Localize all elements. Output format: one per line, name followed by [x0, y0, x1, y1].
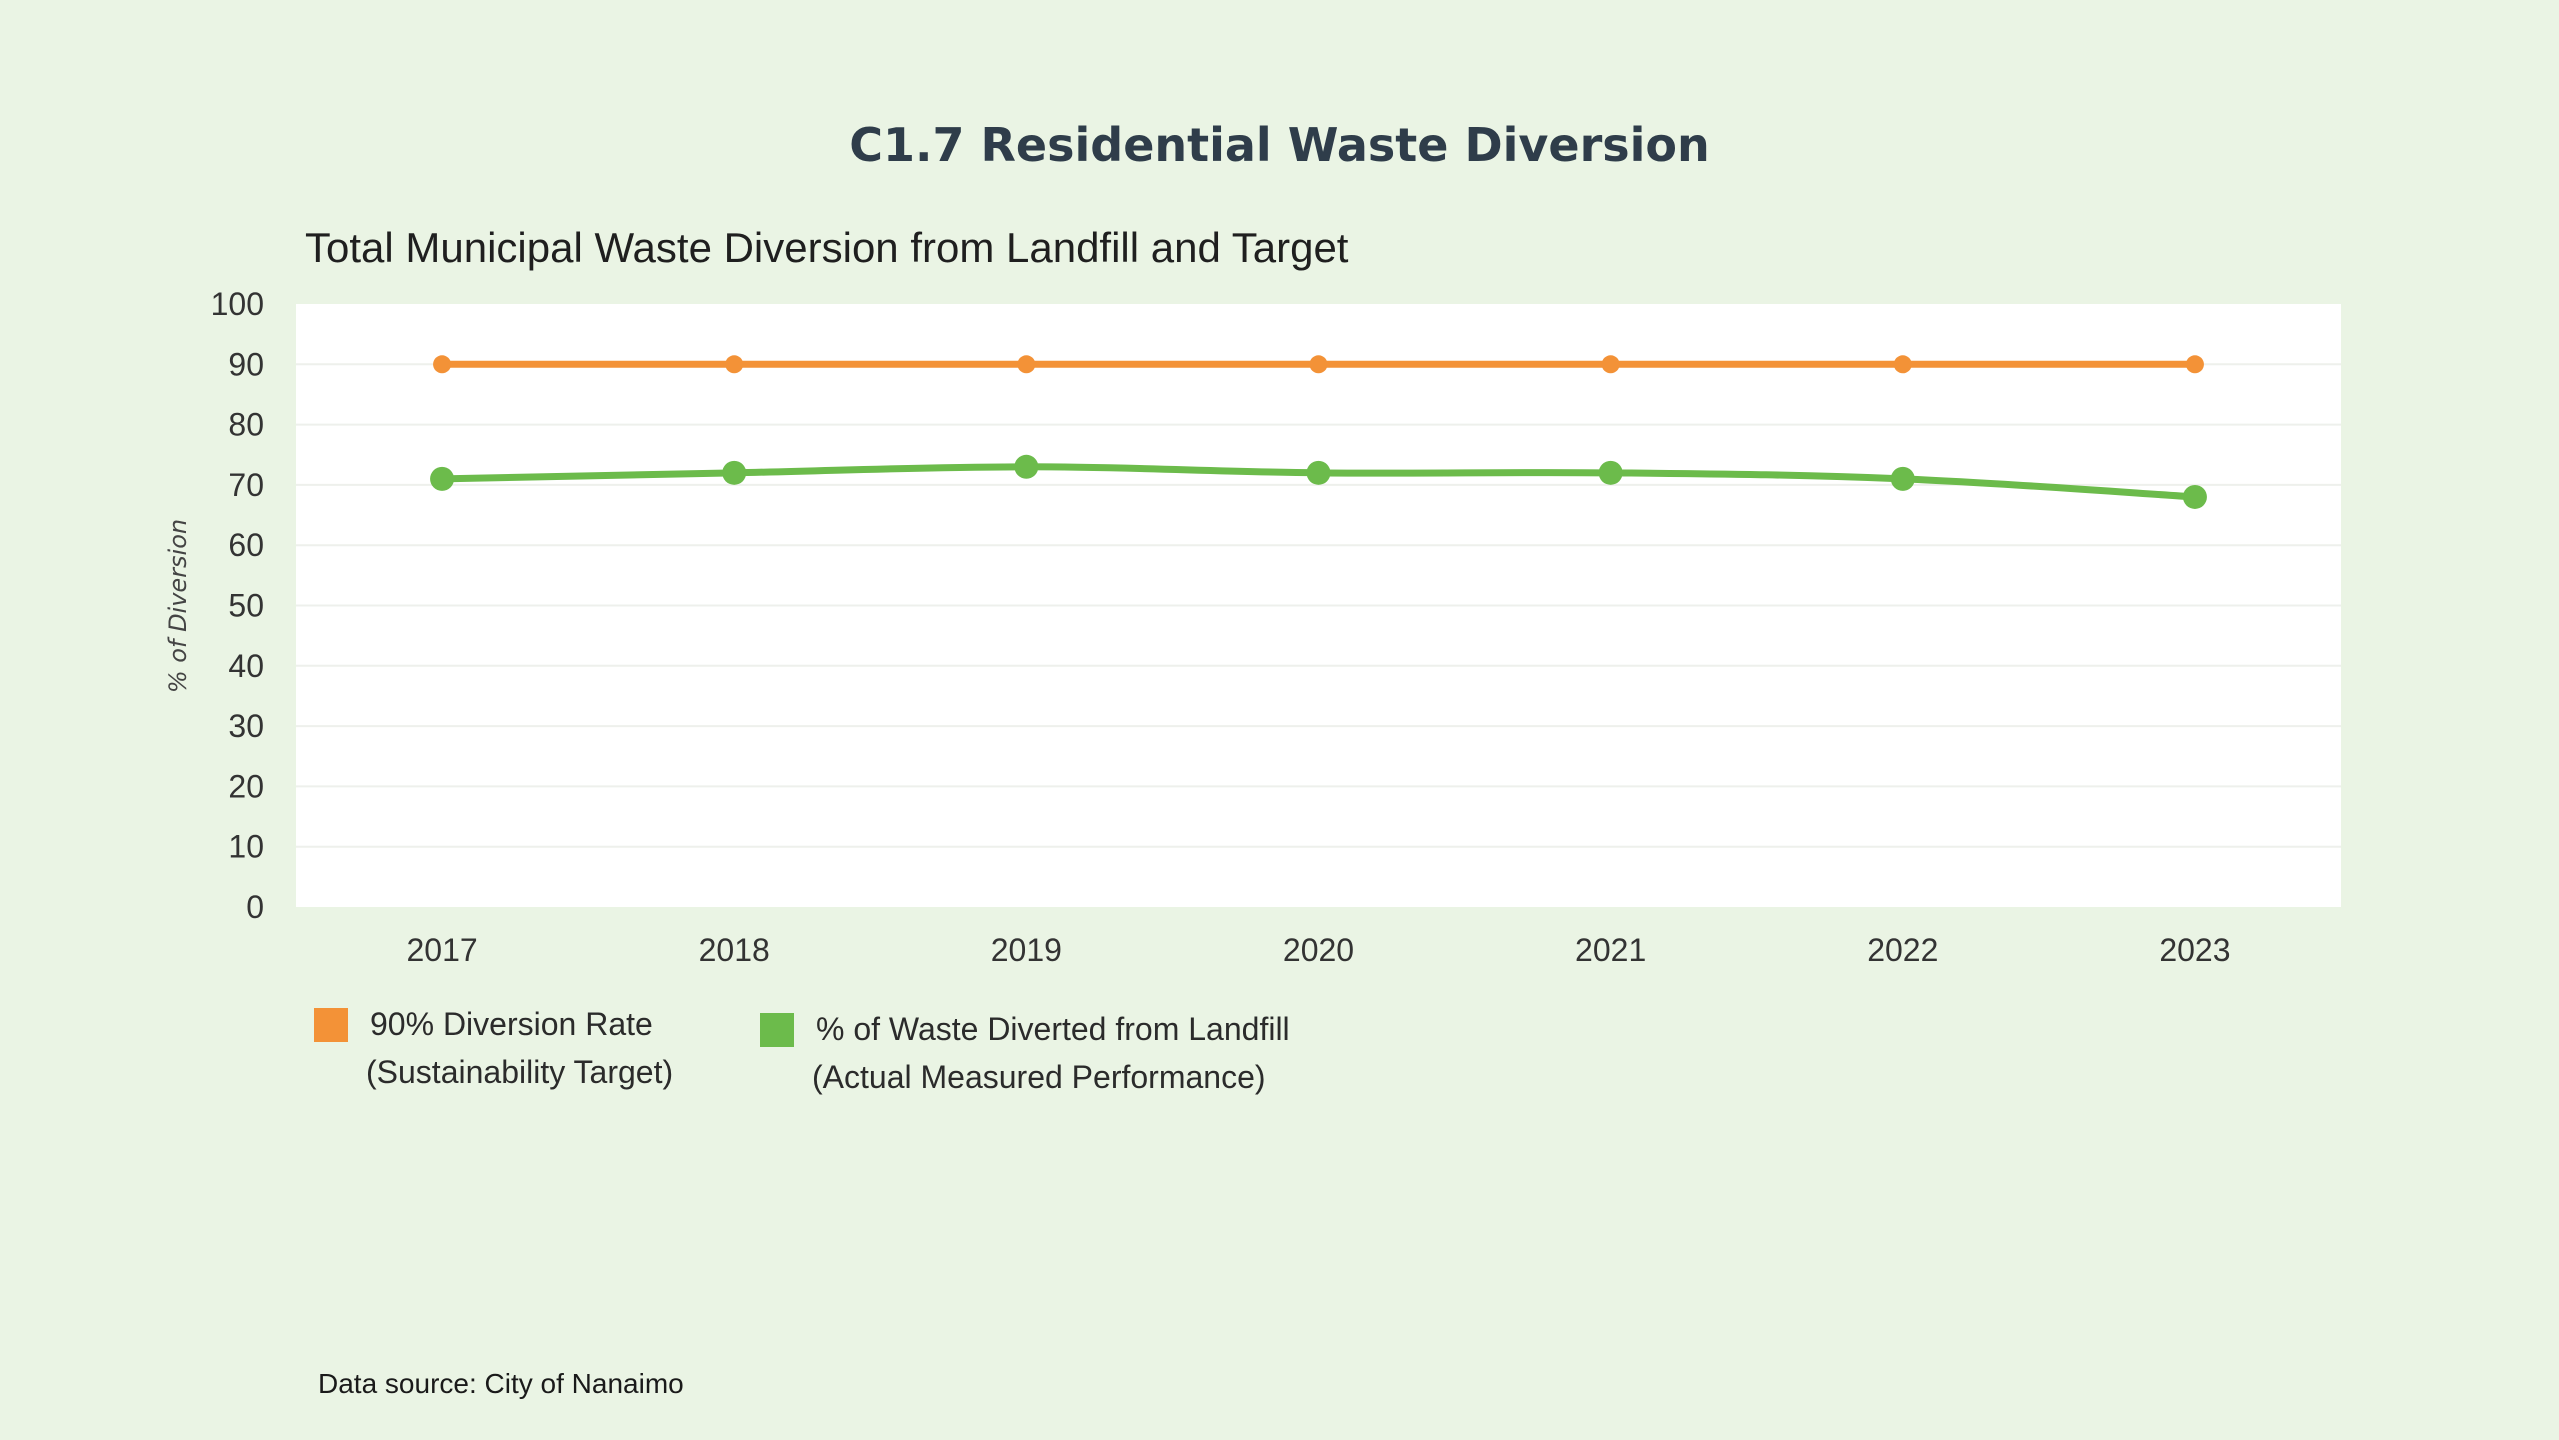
page-title: C1.7 Residential Waste Diversion: [849, 118, 1710, 172]
x-tick-label: 2018: [699, 932, 770, 968]
y-tick-label: 50: [228, 588, 264, 624]
data-point-1-2018: [722, 460, 747, 485]
y-tick-label: 0: [246, 889, 264, 925]
data-point-0-2019: [1017, 355, 1036, 374]
x-tick-label: 2021: [1575, 932, 1646, 968]
legend-label-actual-line1: % of Waste Diverted from Landfill: [816, 1011, 1290, 1047]
y-tick-label: 30: [228, 708, 264, 744]
data-point-0-2023: [2185, 355, 2204, 374]
y-tick-label: 10: [228, 829, 264, 865]
chart-title: Total Municipal Waste Diversion from Lan…: [305, 224, 1349, 271]
data-point-0-2022: [1893, 355, 1912, 374]
series-1: [430, 454, 2207, 509]
data-point-1-2019: [1014, 454, 1039, 479]
data-point-1-2021: [1598, 460, 1623, 485]
y-tick-label: 100: [211, 286, 264, 322]
data-point-1-2023: [2182, 484, 2207, 509]
data-point-1-2017: [430, 466, 455, 491]
data-point-0-2020: [1309, 355, 1328, 374]
y-tick-label: 20: [228, 768, 264, 804]
data-point-1-2020: [1306, 460, 1331, 485]
x-tick-label: 2022: [1867, 932, 1938, 968]
y-tick-label: 80: [228, 407, 264, 443]
data-point-0-2018: [725, 355, 744, 374]
y-tick-label: 90: [228, 346, 264, 382]
legend-label-target-line1: 90% Diversion Rate: [370, 1006, 653, 1042]
y-axis-ticks: 0 10 20 30 40 50 60 70 80 90 100: [211, 286, 264, 925]
data-point-1-2022: [1890, 466, 1915, 491]
legend-swatch-actual: [760, 1013, 794, 1047]
series-layer: [430, 355, 2207, 509]
series-0: [433, 355, 2204, 374]
y-tick-label: 60: [228, 527, 264, 563]
x-axis-ticks: 2017 2018 2019 2020 2021 2022 2023: [406, 932, 2230, 968]
x-tick-label: 2020: [1283, 932, 1354, 968]
legend-swatch-target: [314, 1008, 348, 1042]
data-source-note: Data source: City of Nanaimo: [318, 1368, 684, 1399]
legend-label-actual-line2: (Actual Measured Performance): [812, 1059, 1266, 1095]
data-point-0-2017: [433, 355, 452, 374]
x-tick-label: 2017: [406, 932, 477, 968]
y-tick-label: 40: [228, 648, 264, 684]
legend-label-target-line2: (Sustainability Target): [366, 1054, 674, 1090]
x-tick-label: 2023: [2159, 932, 2230, 968]
y-tick-label: 70: [228, 467, 264, 503]
y-axis-label: % of Diversion: [164, 519, 192, 693]
x-tick-label: 2019: [991, 932, 1062, 968]
data-point-0-2021: [1601, 355, 1620, 374]
